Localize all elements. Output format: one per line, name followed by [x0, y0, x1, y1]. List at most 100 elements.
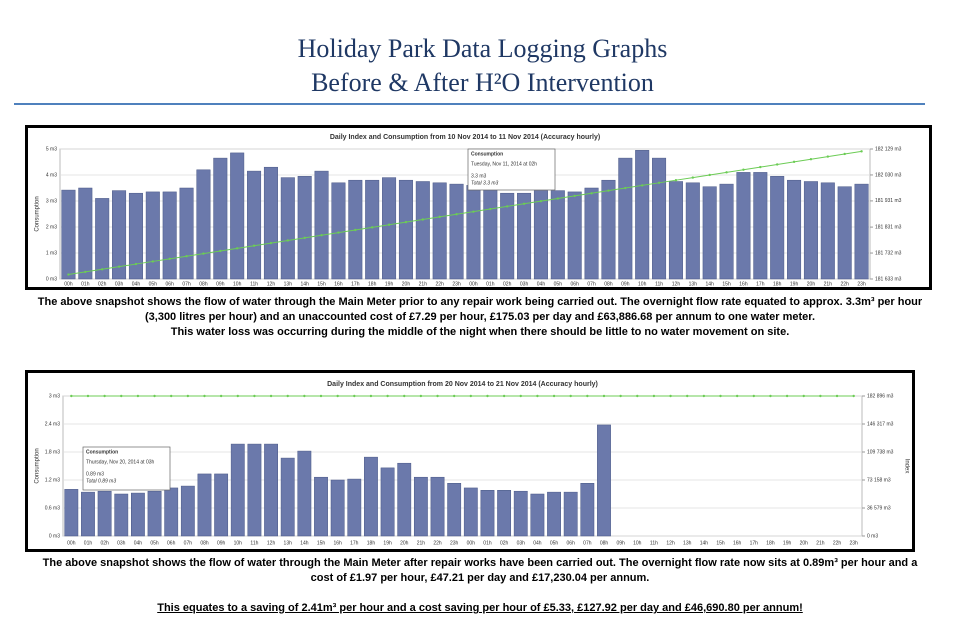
bar	[112, 190, 127, 280]
index-point	[719, 394, 722, 398]
y-tick-label: 3 m3	[49, 393, 60, 399]
index-point	[502, 394, 506, 398]
x-tick-label: 15h	[722, 281, 731, 287]
x-tick-label: 21h	[816, 540, 825, 546]
index-point	[404, 220, 408, 224]
bar	[230, 152, 245, 280]
x-tick-label: 14h	[706, 281, 715, 287]
index-point	[522, 202, 526, 205]
bar	[463, 487, 478, 537]
y-axis-label: Consumption	[35, 196, 41, 231]
bar	[247, 443, 262, 537]
index-point	[370, 226, 374, 229]
index-point	[253, 394, 256, 398]
index-point	[556, 197, 560, 200]
index-point	[835, 394, 839, 398]
bar	[130, 492, 145, 537]
index-point	[569, 394, 572, 398]
x-tick-label: 10h	[638, 281, 647, 287]
x-tick-label: 05h	[554, 281, 563, 287]
index-point	[519, 394, 522, 398]
y-tick-label: 1.2 m3	[45, 477, 61, 483]
bar	[432, 182, 447, 280]
index-point	[505, 205, 509, 208]
x-tick-label: 18h	[368, 281, 377, 287]
x-tick-label: 04h	[533, 540, 542, 546]
index-point	[624, 186, 627, 190]
tooltip-title: Consumption	[86, 449, 118, 455]
index-point	[657, 181, 661, 185]
y-tick-label: 3 m3	[46, 198, 57, 204]
bar	[128, 192, 143, 280]
x-tick-label: 22h	[841, 281, 850, 287]
x-tick-label: 18h	[367, 540, 376, 546]
x-tick-label: 08h	[200, 540, 209, 546]
x-tick-label: 16h	[733, 540, 742, 546]
x-tick-label: 19h	[783, 540, 792, 546]
bar	[618, 157, 633, 280]
bar	[550, 190, 565, 280]
index-point	[809, 158, 813, 161]
bar	[702, 186, 717, 280]
bar	[736, 172, 751, 280]
index-point	[725, 171, 728, 174]
x-tick-label: 00h	[469, 281, 478, 287]
x-tick-label: 07h	[587, 281, 596, 287]
bar	[180, 485, 195, 537]
x-tick-label: 07h	[583, 540, 592, 546]
y2-tick-label: 181 831 m3	[875, 224, 902, 230]
x-tick-label: 08h	[199, 281, 208, 287]
index-point	[785, 394, 789, 398]
y2-tick-label: 181 931 m3	[875, 198, 902, 204]
index-point	[852, 394, 855, 398]
x-tick-label: 14h	[300, 540, 309, 546]
index-point	[134, 262, 138, 266]
index-point	[826, 155, 830, 158]
bar	[803, 181, 818, 280]
bar	[530, 493, 545, 537]
y-tick-label: 0.6 m3	[45, 505, 61, 511]
y-axis-label: Consumption	[35, 448, 41, 483]
x-tick-label: 02h	[503, 281, 512, 287]
y-tick-label: 4 m3	[46, 172, 57, 178]
x-tick-label: 20h	[800, 540, 809, 546]
x-tick-label: 16h	[334, 281, 343, 287]
x-tick-label: 21h	[419, 281, 428, 287]
index-point	[303, 394, 306, 398]
x-tick-label: 01h	[81, 281, 90, 287]
index-point	[185, 254, 188, 258]
y2-tick-label: 73 158 m3	[867, 477, 891, 483]
x-tick-label: 16h	[739, 281, 748, 287]
y2-tick-label: 181 633 m3	[875, 276, 902, 282]
paragraph: The above snapshot shows the flow of wat…	[37, 296, 923, 323]
x-tick-label: 01h	[486, 281, 495, 287]
x-tick-label: 14h	[301, 281, 310, 287]
x-tick-label: 15h	[716, 540, 725, 546]
x-tick-label: 03h	[115, 281, 124, 287]
title-line: Before & After H²O Intervention	[311, 68, 654, 97]
bar	[114, 493, 129, 537]
index-point	[759, 165, 762, 169]
x-tick-label: 12h	[672, 281, 681, 287]
index-point	[792, 160, 796, 164]
x-tick-label: 03h	[517, 540, 526, 546]
bar	[364, 456, 378, 537]
bar	[787, 179, 802, 280]
index-point	[153, 394, 156, 398]
index-point	[337, 231, 340, 234]
bar	[179, 187, 194, 280]
bar	[854, 183, 869, 280]
bar	[563, 491, 578, 537]
index-point	[674, 178, 678, 182]
x-tick-label: 07h	[184, 540, 193, 546]
index-point	[86, 394, 90, 398]
y2-tick-label: 181 732 m3	[875, 250, 902, 256]
index-point	[819, 394, 822, 398]
x-tick-label: 05h	[550, 540, 559, 546]
bar	[517, 192, 532, 280]
x-tick-label: 23h	[452, 281, 461, 287]
bar	[500, 192, 515, 280]
bar	[97, 490, 112, 537]
x-tick-label: 11h	[250, 281, 258, 287]
index-point	[708, 173, 711, 177]
